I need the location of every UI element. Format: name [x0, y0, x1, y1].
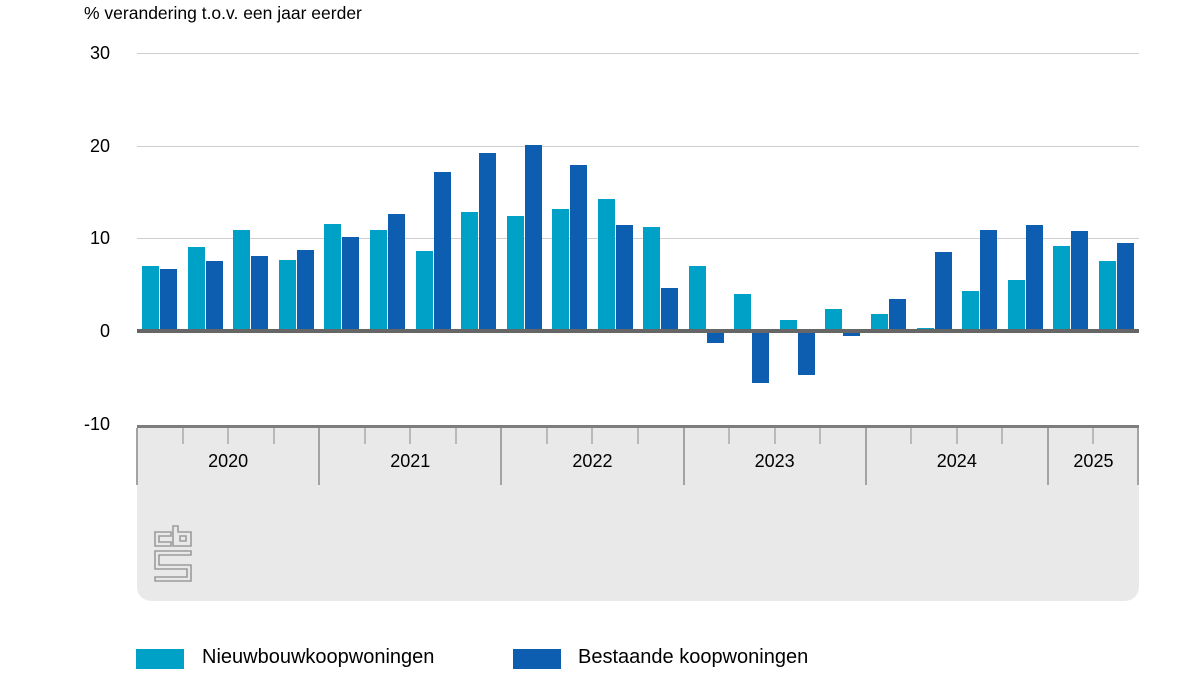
bar-nieuwbouw-2024-q4: [1007, 280, 1025, 331]
quarter-tick: [819, 428, 822, 444]
bar-bestaand-2023-q3: [797, 331, 815, 375]
bar-nieuwbouw-2022-q2: [552, 208, 570, 331]
bar-nieuwbouw-2020-q4: [278, 259, 296, 331]
bar-nieuwbouw-2024-q3: [962, 291, 980, 331]
bar-nieuwbouw-2023-q2: [734, 293, 752, 331]
legend-label-nieuwbouwkoopwoningen: Nieuwbouwkoopwoningen: [202, 646, 435, 668]
bar-nieuwbouw-2023-q3: [779, 319, 797, 331]
quarter-tick: [227, 428, 230, 444]
y-axis-label: -10: [83, 413, 110, 434]
bar-nieuwbouw-2021-q2: [370, 229, 387, 331]
bar-bestaand-2023-q1: [706, 331, 724, 344]
bar-bestaand-2023-q2: [752, 331, 770, 383]
quarter-tick: [1001, 428, 1004, 444]
bar-bestaand-2022-q1: [524, 144, 542, 331]
year-tick-2021: [318, 428, 321, 485]
bar-nieuwbouw-2024-q1: [871, 314, 888, 331]
year-tick-2024: [864, 428, 867, 485]
bar-bestaand-2020-q3: [251, 255, 269, 331]
legend-swatch-bestaande-koopwoningen: [513, 649, 561, 669]
bar-bestaand-2020-q1: [160, 268, 178, 331]
bar-nieuwbouw-2021-q3: [415, 251, 433, 331]
year-tick-end: [1137, 428, 1139, 485]
quarter-tick: [272, 428, 275, 444]
gridline-10: [137, 238, 1139, 240]
gridline-20: [137, 145, 1139, 147]
bar-bestaand-2024-q1: [889, 298, 906, 331]
year-label-2025: 2025: [1073, 451, 1114, 471]
legend-label-bestaande-koopwoningen: Bestaande koopwoningen: [578, 646, 809, 668]
quarter-tick: [773, 428, 776, 444]
quarter-tick: [363, 428, 366, 444]
x-axis-band: [137, 425, 1139, 601]
bar-bestaand-2025-q1: [1071, 230, 1089, 331]
quarter-tick: [1092, 428, 1095, 444]
bar-bestaand-2021-q1: [342, 237, 360, 331]
bar-nieuwbouw-2022-q4: [643, 227, 661, 331]
bar-bestaand-2021-q4: [479, 153, 497, 331]
bar-nieuwbouw-2021-q4: [461, 212, 479, 331]
year-label-2022: 2022: [572, 451, 613, 471]
year-label-2021: 2021: [390, 451, 431, 471]
quarter-tick: [591, 428, 594, 444]
quarter-tick: [637, 428, 639, 444]
bar-bestaand-2021-q2: [388, 214, 405, 331]
year-label-2024: 2024: [936, 451, 977, 471]
bar-nieuwbouw-2022-q3: [597, 199, 615, 331]
zero-axis-line: [137, 329, 1139, 333]
legend: Nieuwbouwkoopwoningen Bestaande koopwoni…: [0, 643, 1200, 673]
quarter-tick: [181, 428, 184, 444]
bar-bestaand-2022-q3: [615, 225, 633, 331]
bar-bestaand-2021-q3: [433, 172, 451, 331]
bar-nieuwbouw-2022-q1: [506, 216, 524, 331]
year-label-2020: 2020: [208, 451, 249, 471]
y-axis-label: 20: [89, 135, 110, 156]
bar-bestaand-2020-q2: [205, 261, 223, 331]
bar-nieuwbouw-2020-q3: [233, 229, 251, 331]
cbs-logo: [154, 525, 192, 582]
bar-bestaand-2024-q3: [980, 229, 998, 331]
gridline-30: [137, 52, 1139, 54]
year-tick-2023: [682, 428, 685, 485]
bar-nieuwbouw-2025-q2: [1098, 260, 1116, 331]
bar-nieuwbouw-2023-q1: [688, 266, 706, 331]
year-tick-2025: [1046, 428, 1049, 485]
quarter-tick: [728, 428, 731, 444]
y-axis-label: 30: [89, 42, 110, 63]
year-tick-2022: [500, 428, 503, 485]
legend-swatch-nieuwbouwkoopwoningen: [136, 649, 184, 669]
year-label-2023: 2023: [754, 451, 795, 471]
quarter-tick: [545, 428, 548, 444]
year-tick-2020: [136, 428, 138, 485]
bar-nieuwbouw-2023-q4: [825, 308, 843, 331]
bar-nieuwbouw-2025-q1: [1053, 245, 1071, 331]
bar-bestaand-2024-q2: [934, 252, 952, 331]
bar-bestaand-2023-q4: [843, 331, 861, 336]
bar-bestaand-2025-q2: [1116, 242, 1134, 331]
bar-nieuwbouw-2021-q1: [324, 224, 342, 331]
bar-nieuwbouw-2020-q1: [142, 266, 160, 331]
bar-bestaand-2024-q4: [1025, 225, 1043, 331]
bar-bestaand-2022-q2: [570, 165, 588, 331]
chart-title: % verandering t.o.v. een jaar eerder: [84, 3, 362, 23]
quarter-tick: [454, 428, 457, 444]
bar-bestaand-2020-q4: [296, 250, 314, 331]
quarter-tick: [955, 428, 958, 444]
bar-nieuwbouw-2020-q2: [187, 246, 205, 331]
y-axis-label: 10: [89, 228, 110, 249]
quarter-tick: [409, 428, 412, 444]
quarter-tick: [910, 428, 913, 444]
bar-bestaand-2022-q4: [661, 288, 679, 331]
y-axis-label: 0: [99, 321, 110, 341]
